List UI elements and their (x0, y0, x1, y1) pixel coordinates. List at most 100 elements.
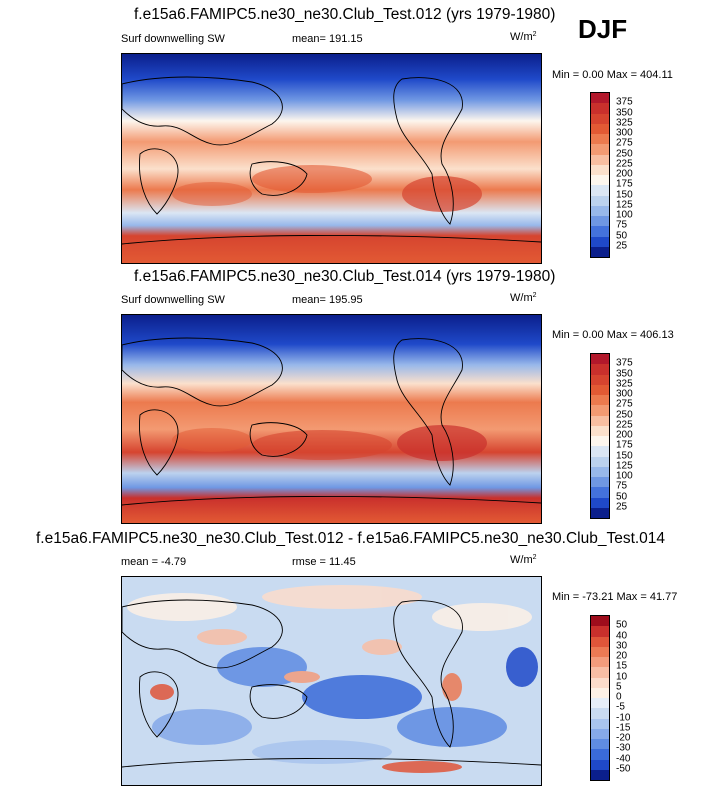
colorbar-label: 50 (616, 619, 628, 631)
panel-2-colorbar (590, 353, 610, 519)
panel-1-mean: mean= 191.15 (292, 33, 363, 45)
colorbar-swatch (591, 769, 609, 780)
colorbar-label: 10 (616, 671, 628, 682)
colorbar-label: 50 (616, 491, 628, 502)
colorbar-swatch (591, 436, 609, 447)
colorbar-swatch (591, 374, 609, 385)
colorbar-label: 125 (616, 460, 633, 472)
colorbar-swatch (591, 698, 609, 709)
colorbar-label: 20 (616, 650, 628, 662)
colorbar-label: 300 (616, 127, 633, 139)
colorbar-label: 200 (616, 429, 633, 441)
panel-3-map (121, 576, 542, 786)
panel-1-title: f.e15a6.FAMIPC5.ne30_ne30.Club_Test.012 … (134, 6, 556, 23)
colorbar-swatch (591, 646, 609, 657)
colorbar-swatch (591, 667, 609, 678)
colorbar-label: 375 (616, 96, 633, 108)
colorbar-label: 250 (616, 409, 633, 420)
colorbar-swatch (591, 205, 609, 216)
panel-3-map-svg (122, 577, 541, 785)
panel-3-mean: mean = -4.79 (121, 556, 187, 568)
panel-3-rmse: rmse = 11.45 (292, 556, 356, 568)
panel-3-title: f.e15a6.FAMIPC5.ne30_ne30.Club_Test.012 … (36, 530, 666, 547)
panel-3-colorbar (590, 615, 610, 781)
colorbar-label: 325 (616, 117, 633, 129)
colorbar-swatch (591, 759, 609, 770)
colorbar-label: 275 (616, 137, 633, 149)
colorbar-swatch (591, 175, 609, 186)
colorbar-swatch (591, 677, 609, 688)
colorbar-label: 125 (616, 199, 633, 211)
colorbar-swatch (591, 144, 609, 155)
colorbar-label: 25 (616, 240, 628, 252)
colorbar-label: 250 (616, 148, 633, 159)
colorbar-swatch (591, 123, 609, 134)
colorbar-swatch (591, 507, 609, 518)
colorbar-label: -50 (616, 763, 631, 775)
colorbar-label: 350 (616, 368, 633, 379)
colorbar-swatch (591, 446, 609, 457)
colorbar-swatch (591, 246, 609, 257)
panel-1-variable: Surf downwelling SW (121, 33, 225, 45)
colorbar-swatch (591, 749, 609, 760)
colorbar-label: 40 (616, 630, 628, 641)
panel-1-minmax: Min = 0.00 Max = 404.11 (552, 69, 673, 81)
colorbar-swatch (591, 466, 609, 477)
colorbar-label: -10 (616, 712, 631, 723)
colorbar-label: 50 (616, 230, 628, 241)
colorbar-label: -30 (616, 742, 631, 754)
colorbar-label: 150 (616, 189, 633, 200)
colorbar-label: 275 (616, 398, 633, 410)
season-label: DJF (578, 14, 628, 44)
colorbar-label: 325 (616, 378, 633, 390)
panel-2-mean: mean= 195.95 (292, 294, 363, 306)
colorbar-label: 150 (616, 450, 633, 461)
colorbar-swatch (591, 103, 609, 114)
colorbar-swatch (591, 395, 609, 406)
colorbar-swatch (591, 415, 609, 426)
colorbar-swatch (591, 477, 609, 488)
panel-3-minmax: Min = -73.21 Max = 41.77 (552, 591, 678, 603)
panel-2-title: f.e15a6.FAMIPC5.ne30_ne30.Club_Test.014 … (134, 268, 556, 285)
colorbar-label: 300 (616, 388, 633, 400)
colorbar-swatch (591, 93, 609, 104)
colorbar-swatch (591, 134, 609, 145)
panel-1-map (121, 53, 542, 264)
colorbar-swatch (591, 728, 609, 739)
colorbar-swatch (591, 185, 609, 196)
colorbar-label: -5 (616, 701, 625, 713)
colorbar-label: -20 (616, 732, 631, 744)
colorbar-swatch (591, 195, 609, 206)
colorbar-swatch (591, 405, 609, 416)
colorbar-swatch (591, 636, 609, 647)
colorbar-swatch (591, 487, 609, 498)
colorbar-label: 200 (616, 168, 633, 180)
panel-1-map-svg (122, 54, 541, 263)
colorbar-label: 100 (616, 209, 633, 221)
colorbar-label: 100 (616, 470, 633, 482)
colorbar-swatch (591, 687, 609, 698)
colorbar-label: -40 (616, 753, 631, 764)
panel-1-unit: W/m2 (510, 31, 537, 43)
colorbar-label: 350 (616, 107, 633, 118)
panel-3-unit: W/m2 (510, 554, 537, 566)
colorbar-swatch (591, 425, 609, 436)
colorbar-label: 15 (616, 660, 628, 672)
colorbar-swatch (591, 154, 609, 165)
panel-2-minmax: Min = 0.00 Max = 406.13 (552, 329, 674, 341)
colorbar-swatch (591, 708, 609, 719)
panel-2-map-svg (122, 315, 541, 523)
colorbar-label: 175 (616, 178, 633, 190)
colorbar-label: 75 (616, 219, 628, 231)
colorbar-swatch (591, 739, 609, 750)
colorbar-swatch (591, 384, 609, 395)
colorbar-swatch (591, 616, 609, 627)
colorbar-swatch (591, 364, 609, 375)
colorbar-label: 175 (616, 439, 633, 451)
colorbar-label: 225 (616, 419, 633, 431)
panel-2-variable: Surf downwelling SW (121, 294, 225, 306)
colorbar-swatch (591, 354, 609, 365)
colorbar-label: 25 (616, 501, 628, 513)
colorbar-label: 375 (616, 357, 633, 369)
colorbar-label: 225 (616, 158, 633, 170)
